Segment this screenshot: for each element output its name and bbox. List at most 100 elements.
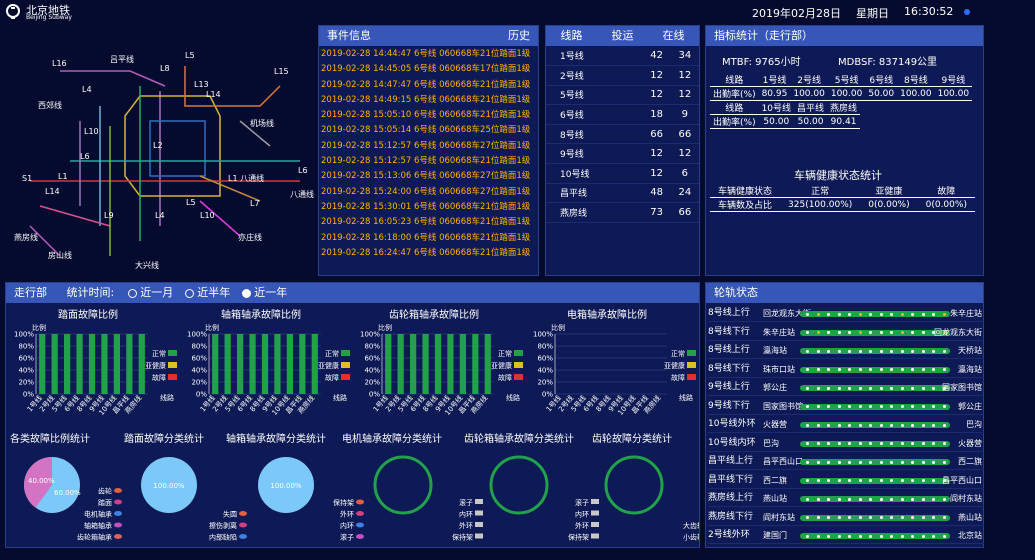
wheel-row[interactable]: 8号线下行 珠市口站 瀛海站 xyxy=(708,361,984,378)
legend-label: 故障 xyxy=(498,373,512,382)
bar[interactable] xyxy=(447,334,454,394)
line-row[interactable]: 2号线 12 12 xyxy=(546,65,699,86)
bar[interactable] xyxy=(113,334,120,394)
event-item[interactable]: 2019-02-28 15:05:10 6号线 060668车21位踏面1级 xyxy=(321,110,531,121)
event-item[interactable]: 2019-02-28 15:30:01 6号线 060668车21位踏面1级 xyxy=(321,201,531,212)
wheel-dot xyxy=(900,497,904,501)
bar[interactable] xyxy=(249,334,256,394)
line-row[interactable]: 昌平线 48 24 xyxy=(546,183,699,204)
radio-icon[interactable] xyxy=(127,288,137,298)
bar[interactable] xyxy=(299,334,306,394)
wheel-row[interactable]: 燕房线上行 燕山站 阎村东站 xyxy=(708,490,984,507)
map-label: L9 xyxy=(104,211,114,220)
bar[interactable] xyxy=(237,334,244,394)
wheel-dot xyxy=(890,349,893,353)
pie-legend-swatch xyxy=(239,511,247,516)
bar[interactable] xyxy=(484,334,491,394)
bar[interactable] xyxy=(472,334,479,394)
indicators-panel: 指标统计（走行部） MTBF: 9765小时 MDBSF: 837149公里 线… xyxy=(705,25,984,276)
wheel-row[interactable]: 9号线上行 郭公庄 国家图书馆 xyxy=(708,379,984,396)
online-count: 12 xyxy=(670,85,699,106)
period-year[interactable]: 近一年 xyxy=(241,286,287,299)
line-row[interactable]: 10号线 12 6 xyxy=(546,163,699,184)
bar[interactable] xyxy=(64,334,71,394)
wheel-row[interactable]: 8号线下行 朱辛庄站 回龙观东大街 xyxy=(708,324,984,341)
bar[interactable] xyxy=(397,334,404,394)
wheel-dot xyxy=(932,516,935,519)
y-tick-label: 40% xyxy=(537,367,553,375)
line-row[interactable]: 9号线 12 12 xyxy=(546,143,699,165)
event-item[interactable]: 2019-02-28 16:24:47 6号线 060668车21位踏面1级 xyxy=(321,247,531,258)
line-row[interactable]: 5号线 12 12 xyxy=(546,85,699,106)
wheel-row[interactable]: 10号线内环 巴沟 火器营 xyxy=(708,435,984,452)
line-row[interactable]: 1号线 42 34 xyxy=(546,46,699,67)
bar[interactable] xyxy=(385,334,392,394)
map-label: L8 xyxy=(160,64,170,73)
wheel-row[interactable]: 8号线上行 瀛海站 天桥站 xyxy=(708,342,984,359)
bar[interactable] xyxy=(261,334,269,394)
radio-selected-icon[interactable] xyxy=(241,288,251,298)
bar[interactable] xyxy=(274,334,281,394)
bar[interactable] xyxy=(126,334,133,394)
bar[interactable] xyxy=(410,334,417,394)
bar-chart-title: 轴箱轴承故障比例 xyxy=(221,308,301,321)
bar[interactable] xyxy=(224,334,231,394)
bar[interactable] xyxy=(212,334,219,394)
wheel-row[interactable]: 昌平线上行 昌平西山口 西二旗 xyxy=(708,453,984,470)
event-item[interactable]: 2019-02-28 15:24:00 6号线 060668车27位踏面1级 xyxy=(321,186,531,197)
bar[interactable] xyxy=(286,334,293,394)
pie-slice[interactable] xyxy=(141,457,197,513)
event-item[interactable]: 2019-02-28 16:18:00 6号线 060668车21位踏面1级 xyxy=(321,232,531,243)
bar[interactable] xyxy=(434,334,442,394)
bar[interactable] xyxy=(101,334,108,394)
event-item[interactable]: 2019-02-28 15:12:57 6号线 060668车27位踏面1级 xyxy=(321,140,531,151)
event-item[interactable]: 2019-02-28 14:47:47 6号线 060668车21位踏面1级 xyxy=(321,79,531,90)
table-cell: 出勤率(%) xyxy=(710,86,759,101)
settings-icon[interactable] xyxy=(964,9,970,15)
line-row[interactable]: 燕房线 73 66 xyxy=(546,202,699,223)
wheel-dot xyxy=(858,423,862,427)
wheel-dot xyxy=(869,349,872,353)
line-row[interactable]: 6号线 18 9 xyxy=(546,104,699,125)
event-item[interactable]: 2019-02-28 15:13:06 6号线 060668车27位踏面1级 xyxy=(321,171,531,182)
table-cell: 出勤率(%) xyxy=(710,114,759,129)
pie-slice[interactable] xyxy=(23,457,52,508)
wheel-dot xyxy=(921,460,925,464)
event-item[interactable]: 2019-02-28 15:05:14 6号线 060668车25位踏面1级 xyxy=(321,125,531,136)
wheel-row[interactable]: 9号线下行 国家图书馆 郭公庄 xyxy=(708,398,984,415)
bar[interactable] xyxy=(39,334,46,394)
y-tick-label: 40% xyxy=(191,367,207,375)
pie-legend-label: 轴箱轴承 xyxy=(84,521,112,530)
event-item[interactable]: 2019-02-28 15:12:57 6号线 060668车21位踏面1级 xyxy=(321,156,531,167)
bar[interactable] xyxy=(459,334,466,394)
wheel-dot xyxy=(827,368,830,371)
event-item[interactable]: 2019-02-28 14:45:05 6号线 060668车17位踏面1级 xyxy=(321,64,531,75)
pie-slice[interactable] xyxy=(258,457,314,513)
legend-label: 亚健康 xyxy=(145,361,166,370)
event-item[interactable]: 2019-02-28 14:44:47 6号线 060668车21位踏面1级 xyxy=(321,49,531,59)
radio-icon[interactable] xyxy=(184,288,194,298)
bar[interactable] xyxy=(88,334,96,394)
wheel-row[interactable]: 燕房线下行 阎村东站 燕山站 xyxy=(708,509,984,526)
period-halfyear[interactable]: 近半年 xyxy=(184,286,230,299)
event-item[interactable]: 2019-02-28 14:49:15 6号线 060668车21位踏面1级 xyxy=(321,94,531,105)
bar[interactable] xyxy=(311,334,318,394)
line-row[interactable]: 8号线 66 66 xyxy=(546,124,699,145)
event-item[interactable]: 2019-02-28 16:05:23 6号线 060668车21位踏面1级 xyxy=(321,217,531,228)
history-button[interactable]: 历史 xyxy=(508,29,530,42)
bar[interactable] xyxy=(422,334,429,394)
wheel-dot xyxy=(942,405,946,408)
bar[interactable] xyxy=(51,334,58,394)
wheel-dot xyxy=(911,386,914,390)
map-label: L1 八通线 xyxy=(228,173,264,183)
map-label: 八通线 xyxy=(290,189,314,199)
wheel-row[interactable]: 10号线外环 火器营 巴沟 xyxy=(708,416,984,433)
period-month[interactable]: 近一月 xyxy=(127,286,173,299)
bar[interactable] xyxy=(138,334,145,394)
wheel-row[interactable]: 8号线上行 回龙观东大街 朱辛庄站 xyxy=(708,305,984,322)
mtbf-value: MTBF: 9765小时 xyxy=(722,57,801,68)
bar[interactable] xyxy=(76,334,83,394)
wheel-row[interactable]: 昌平线下行 西二旗 昌平西山口 xyxy=(708,472,984,489)
wheel-row[interactable]: 2号线外环 建国门 北京站 xyxy=(708,527,984,544)
map-label: L4 xyxy=(82,85,92,94)
